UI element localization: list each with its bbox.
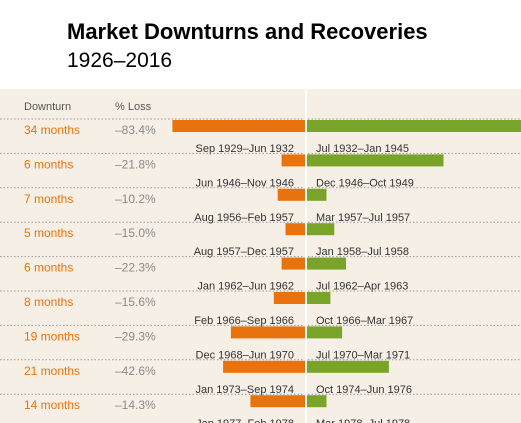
downturn-duration-label: 7 months [24, 192, 73, 206]
recovery-bar [307, 120, 521, 132]
downturn-period-label: Aug 1956–Feb 1957 [194, 212, 294, 224]
downturn-duration-label: 5 months [24, 226, 73, 240]
recovery-bar [307, 223, 335, 236]
recovery-bar [307, 292, 331, 304]
recovery-period-label: Oct 1966–Mar 1967 [316, 315, 413, 327]
downturn-duration-label: 14 months [24, 398, 80, 412]
downturn-period-label: Jan 1962–Jun 1962 [197, 281, 294, 293]
recovery-period-label: Mar 1978–Jul 1978 [316, 418, 410, 423]
recovery-period-label: Oct 1974–Jun 1976 [316, 384, 412, 396]
downturn-duration-label: 6 months [24, 157, 73, 171]
chart-panel: Downturn % Loss 34 months –83.4% Sep 1929–… [0, 89, 521, 423]
loss-percent-label: –21.8% [115, 157, 156, 171]
downturn-duration-label: 34 months [24, 123, 80, 137]
downturn-bar [230, 326, 305, 339]
chart-subtitle: 1926–2016 [67, 49, 173, 72]
recovery-period-label: Mar 1957–Jul 1957 [316, 212, 410, 224]
downturn-duration-label: 8 months [24, 295, 73, 309]
loss-percent-label: –14.3% [115, 398, 156, 412]
downturn-bar [277, 188, 305, 201]
downturn-period-label: Jan 1973–Sep 1974 [196, 384, 294, 396]
chart-title: Market Downturns and Recoveries [67, 19, 428, 44]
downturn-period-label: Feb 1966–Sep 1966 [194, 315, 294, 327]
column-header-loss: % Loss [115, 101, 152, 113]
downturn-bar [285, 223, 305, 236]
downturn-recovery-chart: 34 months –83.4% Sep 1929–Jun 1932 Jul 1932… [0, 89, 521, 423]
downturn-duration-label: 21 months [24, 364, 80, 378]
recovery-period-label: Dec 1946–Oct 1949 [316, 177, 414, 189]
downturn-bar [281, 154, 305, 167]
downturn-duration-label: 6 months [24, 261, 73, 275]
loss-percent-label: –10.2% [115, 192, 156, 206]
downturn-period-label: Jun 1946–Nov 1946 [196, 177, 294, 189]
downturn-duration-label: 19 months [24, 329, 80, 343]
loss-percent-label: –42.6% [115, 364, 156, 378]
loss-percent-label: –22.3% [115, 261, 156, 275]
recovery-bar [307, 360, 389, 373]
downturn-bar [273, 292, 305, 304]
downturn-period-label: Sep 1929–Jun 1932 [196, 143, 294, 155]
recovery-bar [307, 395, 327, 408]
recovery-period-label: Jul 1962–Apr 1963 [316, 281, 408, 293]
loss-percent-label: –15.6% [115, 295, 156, 309]
downturn-bar [281, 257, 305, 270]
recovery-bar [307, 154, 444, 167]
loss-percent-label: –15.0% [115, 226, 156, 240]
recovery-period-label: Jul 1970–Mar 1971 [316, 349, 410, 361]
downturn-bar [223, 360, 305, 373]
loss-percent-label: –29.3% [115, 329, 156, 343]
downturn-bar [172, 120, 305, 132]
downturn-period-label: Aug 1957–Dec 1957 [194, 246, 294, 258]
chart-header: Market Downturns and Recoveries 1926–201… [0, 0, 521, 89]
downturn-period-label: Dec 1968–Jun 1970 [196, 349, 294, 361]
recovery-bar [307, 188, 327, 201]
loss-percent-label: –83.4% [115, 123, 156, 137]
recovery-period-label: Jan 1958–Jul 1958 [316, 246, 409, 258]
downturn-bar [250, 395, 305, 408]
recovery-bar [307, 257, 346, 270]
column-header-downturn: Downturn [24, 101, 72, 113]
recovery-period-label: Jul 1932–Jan 1945 [316, 143, 409, 155]
downturn-period-label: Jan 1977–Feb 1978 [196, 418, 294, 423]
recovery-bar [307, 326, 343, 339]
